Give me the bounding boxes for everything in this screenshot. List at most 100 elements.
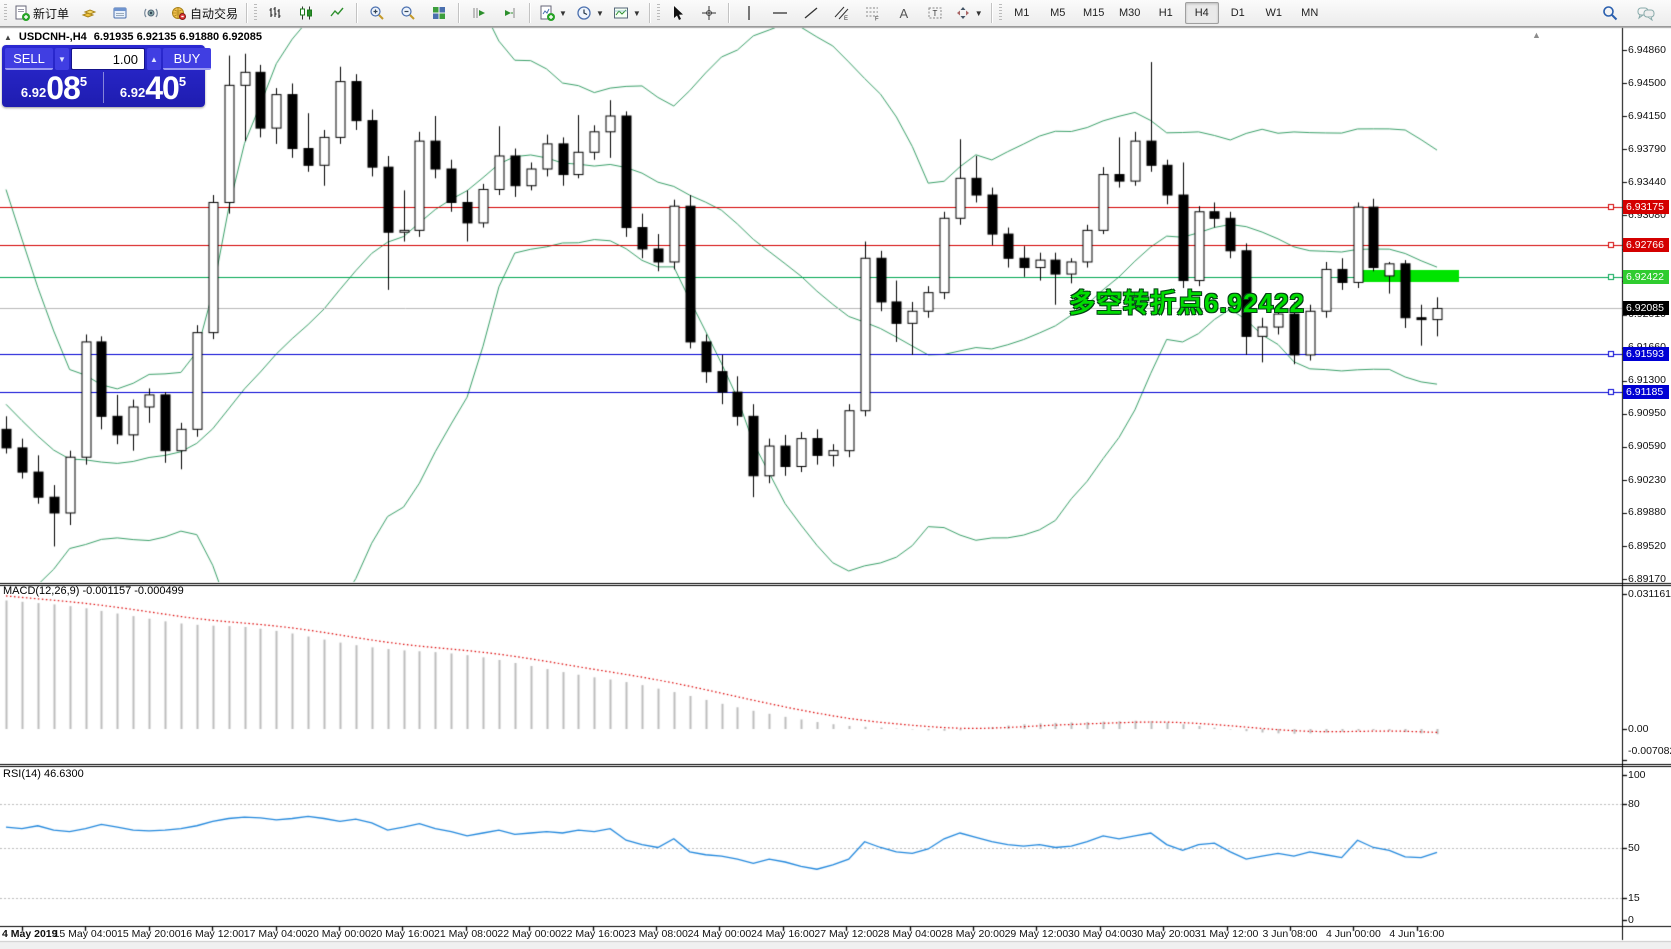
timeframe-m15[interactable]: M15 [1083, 7, 1105, 19]
time-axis-label: 30 May 20:00 [1131, 928, 1196, 940]
price-axis-tick: 6.90230 [1628, 473, 1666, 486]
vertical-line-tool-button[interactable] [734, 1, 764, 25]
fibonacci-tool-button[interactable]: F [858, 1, 888, 25]
new-order-icon [14, 5, 30, 21]
chat-icon [1637, 5, 1655, 21]
vertical-line-icon [741, 5, 757, 21]
toolbar-grip[interactable] [254, 4, 258, 22]
time-axis-label: 4 Jun 16:00 [1389, 928, 1445, 940]
volume-increase-button[interactable]: ▲ [147, 48, 161, 70]
add-indicator-icon [539, 5, 556, 21]
bar-chart-button[interactable] [260, 1, 290, 25]
arrows-tool-button[interactable]: ▼ [951, 1, 987, 25]
auto-scroll-button[interactable] [464, 1, 494, 25]
buy-button[interactable]: BUY [163, 48, 211, 70]
cursor-tool-button[interactable] [663, 1, 693, 25]
chart-shift-button[interactable] [495, 1, 525, 25]
market-watch-icon [81, 5, 97, 21]
price-axis-tick: 6.90950 [1628, 407, 1666, 419]
equidistant-channel-tool-button[interactable]: E [827, 1, 857, 25]
price-line-tag[interactable]: 6.92422 [1623, 269, 1669, 284]
macd-axis-tick: 0.00 [1628, 723, 1649, 735]
tile-windows-icon [431, 5, 447, 21]
candlestick-chart-button[interactable] [291, 1, 321, 25]
price-axis-tick: 6.93790 [1628, 142, 1666, 155]
tile-windows-button[interactable] [424, 1, 454, 25]
time-axis-label: 15 May 20:00 [116, 928, 181, 940]
template-icon [613, 5, 629, 21]
line-chart-button[interactable] [322, 1, 352, 25]
time-axis-label: 17 May 04:00 [243, 928, 308, 940]
volume-input[interactable] [71, 48, 145, 70]
sell-price[interactable]: 6.92 08 5 [5, 72, 103, 104]
new-order-button[interactable]: 新订单 [10, 1, 73, 25]
svg-text:F: F [875, 17, 879, 22]
chat-button[interactable] [1631, 1, 1661, 25]
clock-icon [576, 5, 592, 21]
horizontal-line-tool-button[interactable] [765, 1, 795, 25]
timeframe-mn[interactable]: MN [1301, 7, 1319, 19]
crosshair-tool-button[interactable] [694, 1, 724, 25]
chart-title: ▲ USDCNH-,H4 6.91935 6.92135 6.91880 6.9… [4, 31, 262, 43]
cursor-icon [670, 5, 686, 21]
template-button[interactable]: ▼ [609, 1, 645, 25]
current-price-tag[interactable]: 6.92085 [1623, 300, 1669, 315]
text-tool-button[interactable]: A [889, 1, 919, 25]
macd-label: MACD(12,26,9) -0.001157 -0.000499 [3, 585, 184, 597]
macd-axis-tick: 0.031161 [1628, 587, 1671, 600]
sell-button[interactable]: SELL [5, 48, 53, 70]
timeframe-m5[interactable]: M5 [1050, 7, 1066, 19]
rsi-axis-tick: 15 [1628, 892, 1640, 905]
one-click-collapse-icon[interactable]: ▲ [4, 33, 12, 42]
text-label-icon: T [927, 5, 943, 21]
navigator-button[interactable] [136, 1, 166, 25]
autotrading-button[interactable]: 自动交易 [167, 1, 242, 25]
zoom-out-button[interactable] [393, 1, 423, 25]
chart-shift-marker[interactable]: ▲ [1532, 30, 1541, 40]
trendline-icon [803, 5, 819, 21]
timeframe-m30[interactable]: M30 [1119, 7, 1141, 19]
rsi-label: RSI(14) 46.6300 [3, 768, 84, 780]
price-line-tag[interactable]: 6.91185 [1623, 384, 1669, 399]
price-line-tag[interactable]: 6.93175 [1623, 199, 1669, 214]
time-axis-label: 21 May 08:00 [433, 928, 498, 940]
toolbar-separator [990, 3, 993, 23]
text-label-tool-button[interactable]: T [920, 1, 950, 25]
zoom-in-button[interactable] [362, 1, 392, 25]
price-axis-tick: 6.89880 [1628, 506, 1666, 519]
time-axis-label: 30 May 04:00 [1067, 928, 1132, 940]
timeframe-h1[interactable]: H1 [1158, 7, 1173, 19]
timeframe-d1[interactable]: D1 [1230, 7, 1245, 19]
buy-price[interactable]: 6.92 40 5 [103, 72, 202, 104]
timeframe-m1[interactable]: M1 [1014, 7, 1030, 19]
toolbar-separator [727, 3, 730, 23]
search-button[interactable] [1595, 1, 1625, 25]
zoom-in-icon [369, 5, 385, 21]
add-indicator-button[interactable]: ▼ [535, 1, 571, 25]
timeframe-h4[interactable]: H4 [1184, 2, 1219, 24]
period-button[interactable]: ▼ [572, 1, 608, 25]
arrows-icon [955, 5, 971, 21]
price-line-tag[interactable]: 6.92766 [1623, 237, 1669, 252]
rsi-axis-tick: 100 [1628, 769, 1646, 781]
timeframe-w1[interactable]: W1 [1265, 7, 1282, 19]
data-window-button[interactable] [105, 1, 135, 25]
market-watch-button[interactable] [74, 1, 104, 25]
toolbar-grip[interactable] [656, 4, 660, 22]
time-axis-label: 29 May 12:00 [1004, 928, 1069, 940]
horizontal-line-icon [772, 5, 788, 21]
svg-text:E: E [844, 16, 848, 21]
price-axis-tick: 6.94500 [1628, 76, 1666, 89]
toolbar-separator [356, 3, 359, 23]
rsi-axis-tick: 0 [1628, 914, 1634, 926]
toolbar-grip[interactable] [4, 4, 7, 22]
dropdown-caret-icon: ▼ [632, 8, 641, 18]
trendline-tool-button[interactable] [796, 1, 826, 25]
zoom-out-icon [400, 5, 416, 21]
chart-annotation-text[interactable]: 多空转折点6.92422 [1069, 288, 1305, 318]
price-line-tag[interactable]: 6.91593 [1623, 346, 1669, 361]
toolbar-grip[interactable] [998, 4, 1002, 22]
volume-decrease-button[interactable]: ▼ [55, 48, 69, 70]
price-axis-tick: 6.93440 [1628, 175, 1666, 188]
